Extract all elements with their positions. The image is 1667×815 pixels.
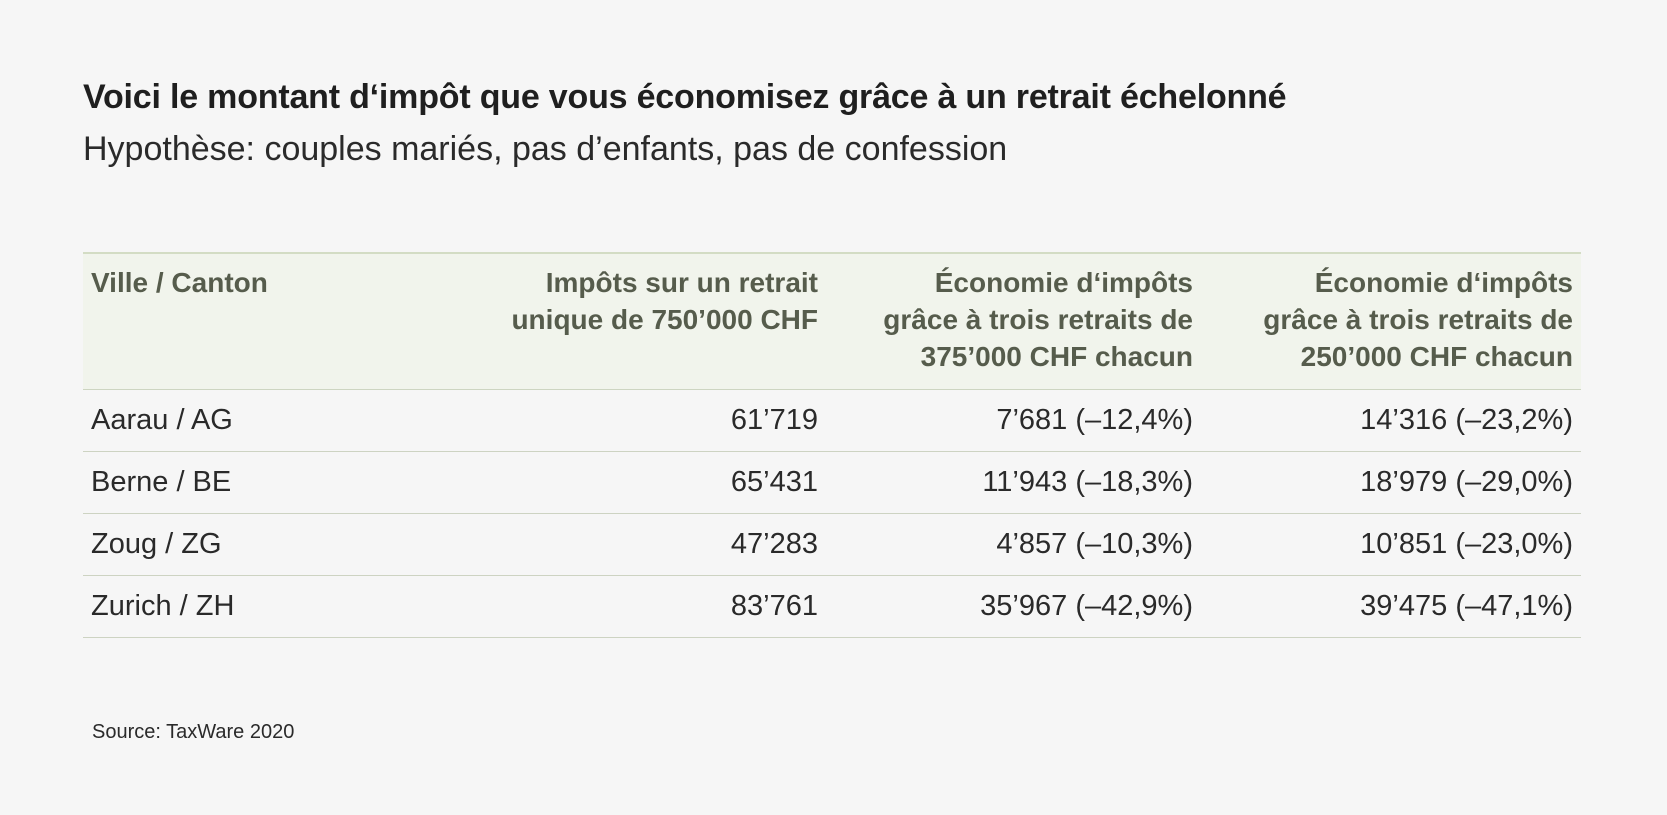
column-header-single-withdrawal-tax: Impôts sur un retrait unique de 750’000 C…	[423, 253, 826, 390]
cell-city: Zoug / ZG	[91, 528, 222, 560]
column-header-line: grâce à trois retraits de	[883, 304, 1193, 335]
tax-comparison-table: Ville / Canton Impôts sur un retrait uniq…	[83, 252, 1581, 638]
column-header-city: Ville / Canton	[83, 253, 423, 390]
source-note: Source: TaxWare 2020	[92, 721, 295, 743]
column-header-saving-three-250k: Économie d‘impôts grâce à trois retraits …	[1201, 253, 1581, 390]
table-row: Zoug / ZG 47’283 4’857 (–10,3%) 10’851 (–23…	[83, 514, 1581, 576]
table-row: Zurich / ZH 83’761 35’967 (–42,9%) 39’475 (…	[83, 576, 1581, 638]
cell-single-withdrawal-tax: 65’431	[730, 466, 818, 498]
cell-saving-250k: 10’851 (–23,0%)	[1360, 528, 1573, 560]
column-header-line: Impôts sur un retrait	[545, 267, 818, 298]
cell-saving-250k: 18’979 (–29,0%)	[1360, 466, 1573, 498]
table-row: Aarau / AG 61’719 7’681 (–12,4%) 14’316 (–2…	[83, 390, 1581, 452]
table-header: Ville / Canton Impôts sur un retrait uniq…	[83, 253, 1581, 390]
header-row: Ville / Canton Impôts sur un retrait uniq…	[83, 253, 1581, 390]
table-body: Aarau / AG 61’719 7’681 (–12,4%) 14’316 (–2…	[83, 390, 1581, 638]
column-header-line: Économie d‘impôts	[934, 267, 1193, 298]
column-header-line: 375’000 CHF chacun	[920, 341, 1193, 372]
cell-city: Aarau / AG	[91, 404, 233, 436]
cell-single-withdrawal-tax: 47’283	[730, 528, 818, 560]
cell-saving-250k: 14’316 (–23,2%)	[1360, 404, 1573, 436]
column-header-line: Économie d‘impôts	[1314, 267, 1573, 298]
cell-saving-375k: 7’681 (–12,4%)	[996, 404, 1193, 436]
chart-subtitle: Hypothèse: couples mariés, pas d’enfants…	[83, 130, 1008, 168]
column-header-line: unique de 750’000 CHF	[511, 304, 818, 335]
chart-title: Voici le montant d‘impôt que vous économ…	[83, 78, 1287, 116]
column-header-line: grâce à trois retraits de	[1263, 304, 1573, 335]
cell-single-withdrawal-tax: 83’761	[730, 590, 818, 622]
column-header-saving-three-375k: Économie d‘impôts grâce à trois retraits …	[826, 253, 1201, 390]
table-row: Berne / BE 65’431 11’943 (–18,3%) 18’979 (–…	[83, 452, 1581, 514]
cell-city: Berne / BE	[91, 466, 232, 498]
cell-saving-375k: 4’857 (–10,3%)	[996, 528, 1193, 560]
cell-saving-375k: 35’967 (–42,9%)	[980, 590, 1193, 622]
cell-saving-375k: 11’943 (–18,3%)	[982, 466, 1193, 498]
cell-saving-250k: 39’475 (–47,1%)	[1360, 590, 1573, 622]
column-header-line: 250’000 CHF chacun	[1300, 341, 1573, 372]
column-header-line: Ville / Canton	[91, 267, 268, 298]
cell-single-withdrawal-tax: 61’719	[730, 404, 818, 436]
cell-city: Zurich / ZH	[91, 590, 235, 622]
